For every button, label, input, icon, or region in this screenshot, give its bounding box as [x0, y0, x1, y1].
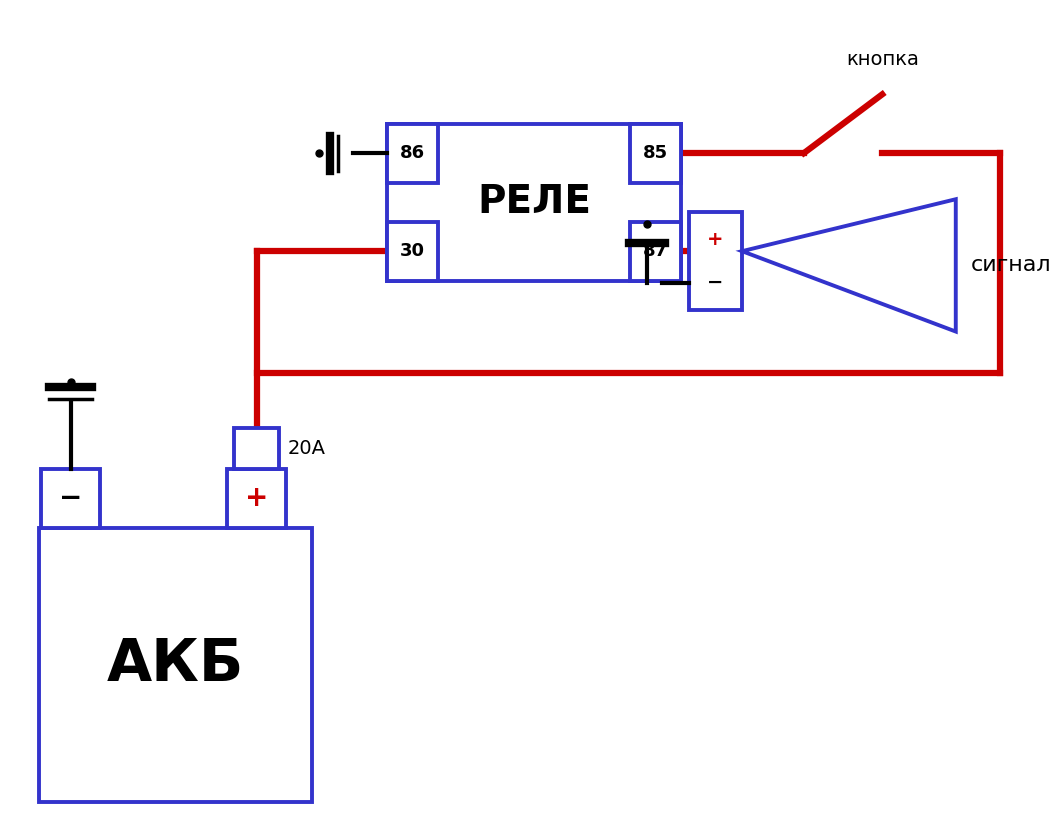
- Text: 85: 85: [644, 144, 668, 162]
- Bar: [228, 469, 286, 528]
- Bar: [387, 124, 438, 182]
- Text: 20А: 20А: [287, 438, 326, 458]
- Bar: [630, 124, 681, 182]
- Text: +: +: [708, 230, 724, 249]
- Bar: [41, 469, 100, 528]
- Bar: [689, 212, 742, 310]
- Text: 86: 86: [400, 144, 426, 162]
- Text: АКБ: АКБ: [106, 636, 244, 694]
- Bar: [387, 124, 681, 281]
- Bar: [387, 222, 438, 281]
- Text: кнопка: кнопка: [846, 50, 918, 69]
- Text: РЕЛЕ: РЕЛЕ: [478, 183, 592, 221]
- Bar: [234, 428, 280, 469]
- Text: сигнал: сигнал: [970, 255, 1051, 276]
- Text: −: −: [59, 484, 82, 512]
- Text: −: −: [708, 273, 724, 292]
- Text: 30: 30: [400, 242, 426, 260]
- Bar: [39, 528, 312, 802]
- Text: +: +: [245, 484, 268, 512]
- Text: 87: 87: [644, 242, 668, 260]
- Polygon shape: [742, 200, 955, 331]
- Bar: [630, 222, 681, 281]
